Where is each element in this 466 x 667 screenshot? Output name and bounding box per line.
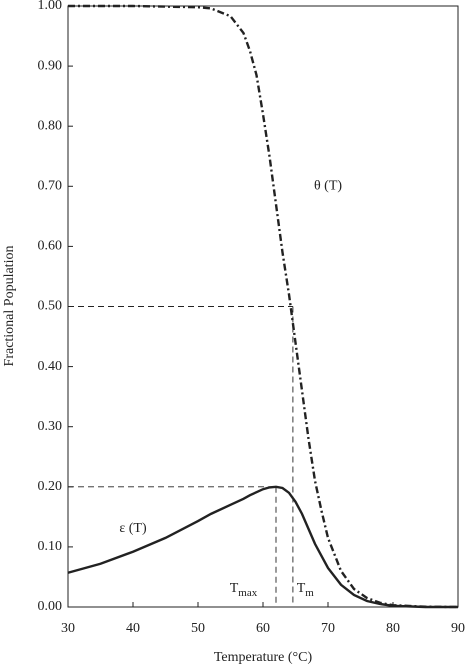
y-tick-label: 0.80	[38, 118, 63, 133]
x-tick-label: 30	[61, 621, 75, 636]
y-tick-label: 0.10	[38, 539, 63, 554]
y-tick-label: 0.60	[38, 239, 63, 254]
x-tick-label: 50	[191, 621, 205, 636]
y-tick-label: 0.30	[38, 419, 63, 434]
y-axis-title: Fractional Population	[2, 246, 17, 367]
y-tick-label: 0.70	[38, 179, 63, 194]
y-tick-label: 0.40	[38, 359, 63, 374]
reference-label-main: T	[230, 581, 239, 596]
reference-label-sub: m	[305, 587, 314, 599]
reference-label: Tmax	[230, 581, 258, 598]
line-series	[68, 4, 459, 609]
y-tick-label: 0.00	[38, 599, 63, 614]
y-tick-label: 0.90	[38, 58, 63, 73]
x-tick-label: 70	[321, 621, 335, 636]
y-tick-label: 1.00	[38, 0, 63, 13]
x-tick-label: 60	[256, 621, 270, 636]
reference-label-main: T	[297, 581, 306, 596]
x-tick-label: 80	[386, 621, 400, 636]
line-series	[67, 485, 458, 609]
x-axis-title: Temperature (°C)	[214, 650, 313, 665]
reference-label: Tm	[297, 581, 315, 598]
series-label: ε (T)	[119, 521, 147, 536]
series-label: θ (T)	[314, 179, 342, 194]
y-tick-label: 0.20	[38, 479, 63, 494]
x-tick-label: 90	[451, 621, 465, 636]
x-tick-label: 40	[126, 621, 140, 636]
y-tick-label: 0.50	[38, 299, 63, 314]
reference-label-sub: max	[238, 587, 257, 599]
